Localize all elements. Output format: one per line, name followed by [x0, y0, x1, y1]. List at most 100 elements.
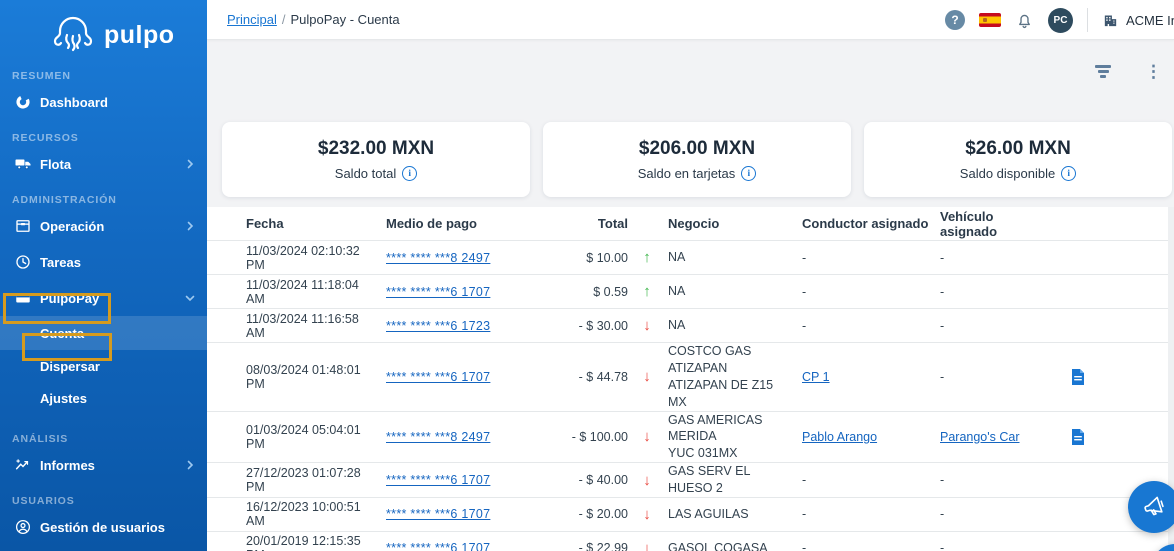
bell-icon[interactable]	[1015, 11, 1034, 30]
chat-fab[interactable]	[1152, 544, 1174, 551]
breadcrumb: Principal / PulpoPay - Cuenta	[227, 12, 400, 27]
breadcrumb-current: PulpoPay - Cuenta	[290, 12, 400, 27]
table-row[interactable]: 08/03/2024 01:48:01 PM **** **** ***6 17…	[207, 342, 1174, 411]
cell-conductor: -	[802, 284, 807, 299]
card-number-link[interactable]: **** **** ***6 1707	[386, 473, 491, 487]
cell-conductor: -	[802, 473, 807, 487]
main-content: ⋮ $232.00 MXN Saldo total i $206.00 MXN …	[207, 41, 1174, 551]
table-row[interactable]: 01/03/2024 05:04:01 PM **** **** ***8 24…	[207, 410, 1174, 463]
card-value: $206.00 MXN	[638, 138, 756, 159]
cell-total: - $ 100.00	[571, 429, 628, 444]
cell-conductor: -	[802, 507, 807, 522]
cell-vehiculo: -	[940, 507, 945, 522]
section-usuarios: USUARIOS	[12, 495, 75, 507]
user-icon	[14, 518, 32, 536]
sidebar-item-cuenta[interactable]: Cuenta	[0, 316, 207, 350]
cell-total: $ 0.59	[593, 284, 628, 299]
breadcrumb-link-principal[interactable]: Principal	[227, 12, 277, 27]
sidebar-item-gestion-usuarios[interactable]: Gestión de usuarios	[0, 509, 207, 545]
language-flag-icon[interactable]	[979, 13, 1001, 27]
table-row[interactable]: 16/12/2023 10:00:51 AM **** **** ***6 17…	[207, 496, 1174, 531]
transactions-table: Fecha Medio de pago Total Negocio Conduc…	[207, 207, 1174, 551]
card-number-link[interactable]: **** **** ***6 1723	[386, 318, 491, 333]
cell-conductor: -	[802, 250, 807, 265]
conductor-link[interactable]: Pablo Arango	[802, 429, 878, 444]
table-row[interactable]: 27/12/2023 01:07:28 PM **** **** ***6 17…	[207, 462, 1174, 497]
table-row[interactable]: 20/01/2019 12:15:35 PM **** **** ***6 17…	[207, 530, 1174, 551]
cell-fecha: 27/12/2023 01:07:28 PM	[246, 466, 361, 494]
chevron-down-icon	[185, 293, 195, 303]
cell-total: - $ 20.00	[578, 507, 628, 522]
cell-total: - $ 44.78	[578, 369, 628, 384]
cell-total: - $ 30.00	[578, 318, 628, 333]
cell-negocio: GAS AMERICAS MERIDA YUC 031MX	[668, 412, 763, 461]
scrollbar[interactable]	[1168, 207, 1174, 551]
card-number-link[interactable]: **** **** ***6 1707	[386, 369, 491, 384]
sidebar-item-ajustes[interactable]: Ajustes	[0, 382, 207, 415]
cell-conductor: Pablo Arango	[802, 430, 940, 444]
sidebar-item-label: Dispersar	[40, 358, 100, 374]
card-number-link[interactable]: **** **** ***8 2497	[386, 250, 491, 265]
sidebar-item-dashboard[interactable]: Dashboard	[0, 84, 207, 120]
column-header-total: Total	[597, 216, 628, 231]
sidebar-item-label: Cuenta	[40, 325, 85, 341]
card-saldo-disponible: $26.00 MXN Saldo disponible i	[864, 122, 1172, 197]
truck-icon	[14, 155, 32, 173]
card-number-link[interactable]: **** **** ***8 2497	[386, 429, 491, 444]
info-icon[interactable]: i	[741, 166, 757, 181]
help-icon[interactable]: ?	[945, 10, 965, 30]
card-saldo-total: $232.00 MXN Saldo total i	[222, 122, 530, 197]
breadcrumb-separator: /	[281, 12, 286, 27]
chevron-right-icon	[185, 159, 195, 169]
arrow-down-icon: ↓	[643, 505, 651, 523]
info-icon[interactable]: i	[402, 166, 418, 181]
table-row[interactable]: 11/03/2024 11:18:04 AM **** **** ***6 17…	[207, 274, 1174, 308]
cell-fecha: 11/03/2024 02:10:32 PM	[246, 243, 360, 272]
card-number-link[interactable]: **** **** ***6 1707	[386, 284, 491, 299]
document-icon[interactable]	[1071, 368, 1085, 385]
cell-vehiculo: -	[940, 318, 945, 333]
chevron-right-icon	[185, 460, 195, 470]
conductor-link[interactable]: CP 1	[802, 369, 830, 384]
sidebar-item-tareas[interactable]: Tareas	[0, 244, 207, 280]
cell-negocio: NA	[668, 318, 686, 333]
cell-total: - $ 22.99	[578, 541, 628, 551]
card-number-link[interactable]: **** **** ***6 1707	[386, 541, 491, 551]
sidebar-item-operacion[interactable]: Operación	[0, 208, 207, 244]
cell-negocio: GASOL COGASA	[668, 540, 768, 551]
sidebar-item-informes[interactable]: Informes	[0, 447, 207, 483]
sidebar-item-pulpopay[interactable]: PulpoPay	[0, 280, 207, 316]
sidebar-item-label: Operación	[40, 218, 105, 234]
arrow-down-icon: ↓	[643, 539, 651, 551]
arrow-down-icon: ↓	[643, 428, 651, 446]
cell-vehiculo: -	[940, 250, 945, 265]
section-resumen: RESUMEN	[12, 70, 71, 82]
document-icon[interactable]	[1071, 428, 1085, 445]
cell-conductor: -	[802, 318, 807, 333]
cell-negocio: LAS AGUILAS	[668, 506, 749, 521]
table-row[interactable]: 11/03/2024 11:16:58 AM **** **** ***6 17…	[207, 308, 1174, 342]
filter-icon[interactable]	[1091, 61, 1115, 82]
card-number-link[interactable]: **** **** ***6 1707	[386, 507, 491, 522]
column-header-vehiculo: Vehículo asignado	[940, 208, 998, 239]
avatar[interactable]: PC	[1048, 7, 1073, 33]
arrow-up-icon: ↑	[643, 283, 651, 300]
cell-vehiculo: -	[940, 541, 945, 551]
sidebar-item-dispersar[interactable]: Dispersar	[0, 350, 207, 382]
section-analisis: ANÁLISIS	[12, 433, 69, 445]
arrow-down-icon: ↓	[643, 317, 651, 334]
topbar-actions: ? PC ACME In	[945, 0, 1174, 40]
announcements-fab[interactable]	[1128, 481, 1174, 533]
arrow-down-icon: ↓	[643, 368, 651, 386]
info-icon[interactable]: i	[1061, 166, 1077, 181]
company-selector[interactable]: ACME In	[1102, 12, 1174, 29]
table-row[interactable]: 11/03/2024 02:10:32 PM **** **** ***8 24…	[207, 240, 1174, 274]
kebab-menu-icon[interactable]: ⋮	[1145, 62, 1162, 81]
vehicle-link[interactable]: Parango's Car	[940, 429, 1020, 444]
company-name: ACME In	[1126, 12, 1174, 28]
cell-vehiculo: -	[940, 473, 945, 487]
cell-negocio: GAS SERV EL HUESO 2	[668, 464, 750, 495]
column-header-conductor: Conductor asignado	[802, 216, 929, 231]
sidebar-item-flota[interactable]: Flota	[0, 146, 207, 182]
